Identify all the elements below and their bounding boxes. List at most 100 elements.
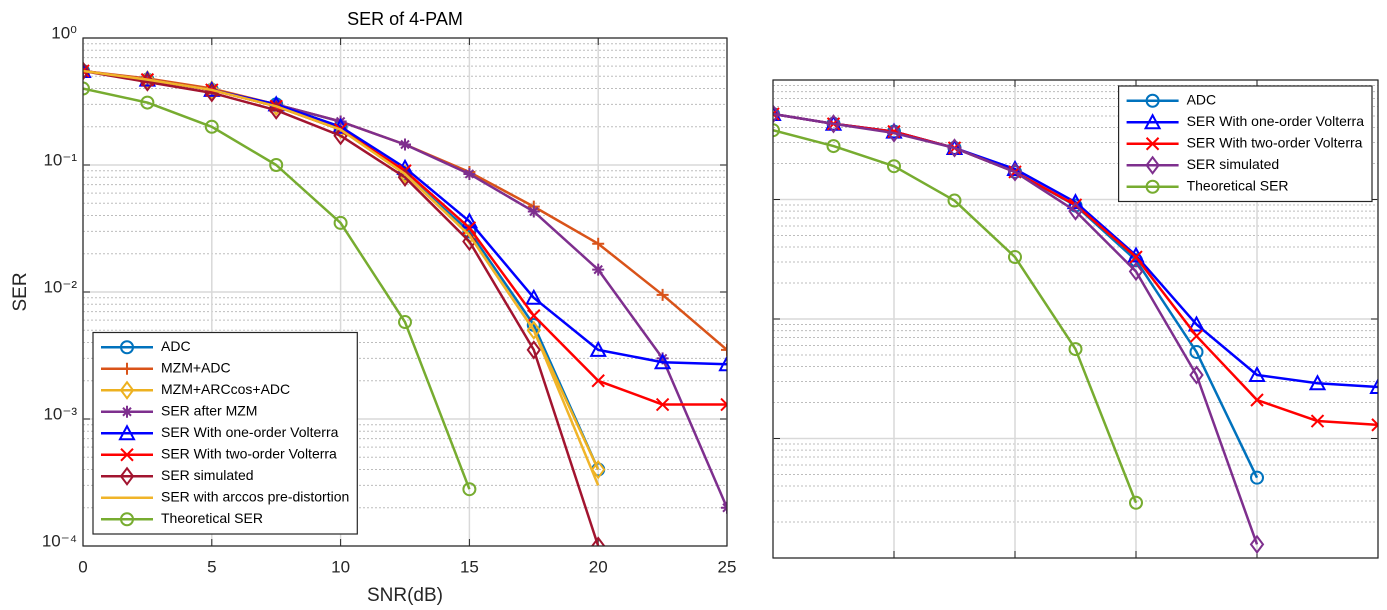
marker [1187,315,1206,332]
marker [119,466,135,486]
legend-label: SER after MZM [161,402,257,418]
chart: ADC SER With one-order Volterra SER With t… [772,79,1379,559]
marker [1128,261,1144,282]
chart: 10⁻⁴ 10⁻³ 10⁻² 10⁻¹ 10⁰ 0 5 10 15 20 25 SER of 4-PA… [10,9,736,606]
marker [1250,470,1264,485]
legend-label: SER With one-order Volterra [161,424,339,440]
marker [204,119,219,134]
series-group [83,61,727,546]
legend-label: Theoretical SER [1187,177,1289,193]
y-tick-label: 10⁻⁴ [42,531,77,550]
marker [120,340,134,355]
marker [525,288,543,305]
series-group [773,104,1378,555]
marker [887,159,901,174]
marker [1007,162,1023,182]
marker [1145,179,1160,194]
series-line [773,129,1138,504]
marker [591,374,605,388]
x-axis-label: SNR(dB) [367,585,443,606]
legend-label: Theoretical SER [161,510,263,526]
x-tick-label: 20 [589,557,608,576]
marker [656,352,669,365]
marker [1369,377,1378,394]
marker [119,380,135,400]
marker [140,95,155,110]
y-tick-label: 10⁻³ [43,404,77,423]
series-line [83,69,600,486]
legend: ADC MZM+ADC MZM+ARCcos+ADC SER after MZM SER… [92,331,358,535]
marker [397,167,413,187]
legend-label: SER simulated [161,467,254,483]
legend-label: ADC [1187,91,1217,107]
legend-label: SER With two-order Volterra [1187,134,1363,150]
marker [826,139,841,154]
series-line [83,69,600,546]
marker [886,123,902,143]
marker [1145,155,1160,175]
legend-label: ADC [161,338,191,354]
legend-label: SER with arccos pre-distortion [161,488,349,504]
marker [1189,344,1204,359]
marker [1129,495,1143,510]
marker [399,138,411,151]
legend-label: SER With one-order Volterra [1187,113,1365,129]
x-tick-label: 5 [207,557,216,576]
x-tick-label: 0 [78,557,87,576]
legend-label: SER simulated [1187,156,1280,172]
marker [773,104,781,124]
marker [83,81,90,96]
marker [653,353,672,370]
marker [718,355,727,372]
marker [398,315,412,330]
marker [83,61,91,81]
marker [592,263,605,276]
series-line [773,112,1259,545]
marker [773,123,780,138]
marker [589,340,607,357]
marker [720,397,727,412]
marker [656,288,669,301]
x-tick-label: 10 [331,557,350,576]
marker [121,405,133,418]
y-axis-label: SER [10,272,31,311]
legend: ADC SER With one-order Volterra SER With t… [1117,85,1373,203]
legend-label: MZM+ADC [161,359,231,375]
series-line [83,87,471,490]
marker [1145,137,1160,151]
marker [1248,365,1266,382]
marker [1310,414,1325,428]
marker [721,343,727,356]
marker [1308,374,1327,391]
chart-title: SER of 4-PAM [347,9,463,29]
marker [1189,365,1204,385]
marker [947,138,962,158]
x-tick-label: 15 [460,557,479,576]
marker [527,309,541,323]
marker [269,158,284,172]
marker [462,231,477,252]
marker [1371,418,1378,432]
marker [592,237,605,250]
marker [120,512,134,527]
marker [121,362,133,375]
marker [463,167,476,180]
marker [655,397,670,412]
marker [1068,201,1083,221]
marker [1250,393,1264,407]
legend-label: SER With two-order Volterra [161,445,337,461]
marker [1129,250,1143,264]
marker [333,215,348,230]
marker [526,320,542,340]
x-tick-label: 25 [718,557,737,576]
marker [826,114,841,134]
axes-box [82,37,728,547]
marker [947,193,962,208]
legend-label: MZM+ARCcos+ADC [161,381,290,397]
y-tick-label: 10⁻² [43,277,77,296]
y-tick-label: 10⁰ [51,23,77,42]
marker [118,424,136,441]
marker [1189,329,1204,343]
